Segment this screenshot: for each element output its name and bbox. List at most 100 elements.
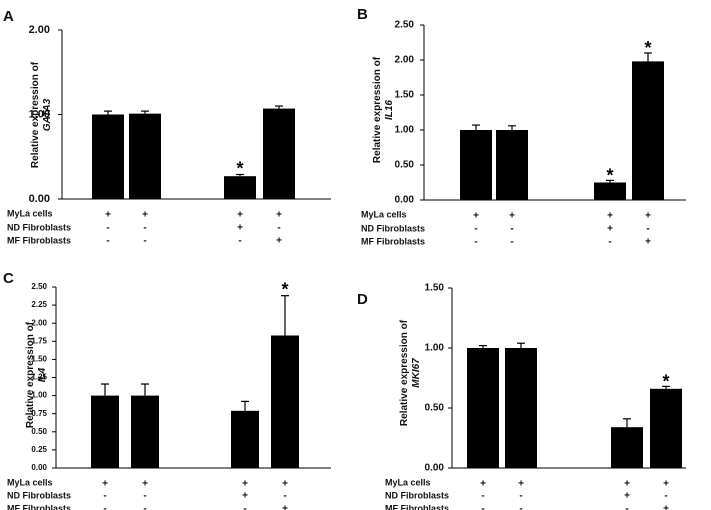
bar [460,130,492,200]
y-tick-label: 0.00 [31,463,47,472]
panel-label: C [3,270,14,287]
legend-label-myla-cells: MyLa cells [7,477,53,487]
sign-marker: - [103,491,106,502]
sign-marker: + [276,210,282,221]
sign-marker: - [474,224,477,235]
y-tick-label: 1.00 [395,125,415,136]
sign-marker: - [646,224,649,235]
bar [496,130,528,200]
y-tick-label: 2.00 [395,55,415,66]
bar [467,348,499,468]
sign-marker: + [518,479,524,490]
sign-marker: - [238,236,241,247]
bar [594,182,626,200]
legend-label-nd-fibroblasts: ND Fibroblasts [361,223,425,233]
sign-marker: - [474,237,477,248]
significance-star: * [281,280,288,300]
sign-marker: - [283,491,286,502]
y-axis-title: Relative expression ofGATA3 [30,61,53,168]
sign-marker: - [143,223,146,234]
sign-marker: + [237,210,243,221]
y-tick-label: 1.00 [31,391,47,400]
sign-marker: + [102,479,108,490]
y-axis-title-gene: MKI67 [411,358,422,388]
bar [131,395,159,468]
y-tick-label: 1.50 [395,90,415,101]
sign-marker: + [237,223,243,234]
y-axis-title-prefix: Relative expression of [399,319,410,426]
sign-marker: + [663,479,669,490]
sign-marker: + [282,504,288,510]
legend-label-mf-fibroblasts: MF Fibroblasts [7,503,71,510]
y-axis-title: Relative expression ofMKI67 [399,319,422,426]
sign-marker: - [277,223,280,234]
y-axis-title: Relative expression ofIL16 [372,56,395,163]
y-tick-label: 0.50 [395,160,415,171]
y-axis-title-gene: GATA3 [42,98,53,131]
sign-marker: - [608,237,611,248]
y-tick-label: 1.25 [31,373,47,382]
y-tick-label: 1.75 [31,336,47,345]
sign-marker: + [624,491,630,502]
bar [611,427,643,468]
significance-star: * [662,371,669,391]
sign-marker: + [663,504,669,510]
legend-label-nd-fibroblasts: ND Fibroblasts [7,490,71,500]
sign-marker: + [282,479,288,490]
bar [231,410,259,468]
y-axis-title-gene: IL16 [384,100,395,120]
y-tick-label: 1.50 [31,355,47,364]
sign-marker: - [106,223,109,234]
significance-star: * [236,158,243,178]
y-tick-label: 1.00 [425,343,445,354]
sign-marker: - [510,237,513,248]
sign-marker: - [103,504,106,510]
legend-label-mf-fibroblasts: MF Fibroblasts [7,235,71,245]
bar [505,348,537,468]
y-axis-title-gene: IL4 [37,367,48,382]
sign-marker: - [625,504,628,510]
panel-label: A [3,8,14,25]
sign-marker: - [243,504,246,510]
legend-label-myla-cells: MyLa cells [385,477,431,487]
bar [650,388,682,468]
sign-marker: + [242,491,248,502]
y-tick-label: 0.25 [31,445,47,454]
bar [129,113,161,199]
legend-label-myla-cells: MyLa cells [7,208,53,218]
panel-label: B [357,6,368,23]
y-tick-label: 0.00 [29,193,50,205]
sign-marker: + [242,479,248,490]
y-axis-title-prefix: Relative expression of [30,61,41,168]
sign-marker: - [664,491,667,502]
panel-b: B 0.00 0.50 1.00 1.50 2.00 2.50 Relative expres… [357,6,686,248]
y-tick-label: 2.50 [31,282,47,291]
y-tick-label: 0.50 [31,427,47,436]
bar [263,108,295,199]
y-tick-label: 0.50 [425,403,445,414]
sign-marker: - [519,491,522,502]
legend-label-nd-fibroblasts: ND Fibroblasts [385,490,449,500]
panel-label: D [357,291,368,308]
sign-marker: - [481,491,484,502]
bar [632,61,664,201]
y-tick-label: 0.00 [425,463,445,474]
sign-marker: - [510,224,513,235]
y-tick-label: 1.00 [29,108,50,120]
legend-label-myla-cells: MyLa cells [361,209,407,219]
legend-label-nd-fibroblasts: ND Fibroblasts [7,222,71,232]
sign-marker: + [480,479,486,490]
sign-marker: + [607,211,613,222]
sign-marker: - [519,504,522,510]
sign-marker: + [645,237,651,248]
bar [271,335,299,468]
y-tick-label: 2.25 [31,300,47,309]
sign-marker: + [473,211,479,222]
legend-label-mf-fibroblasts: MF Fibroblasts [361,236,425,246]
y-tick-label: 2.00 [29,24,50,36]
y-axis-title-prefix: Relative expression of [25,321,36,428]
panel-c: C 0.00 0.25 0.50 0.75 1.00 1.25 1.50 1.75 2.00 2.2… [3,270,331,510]
bar [91,395,119,468]
